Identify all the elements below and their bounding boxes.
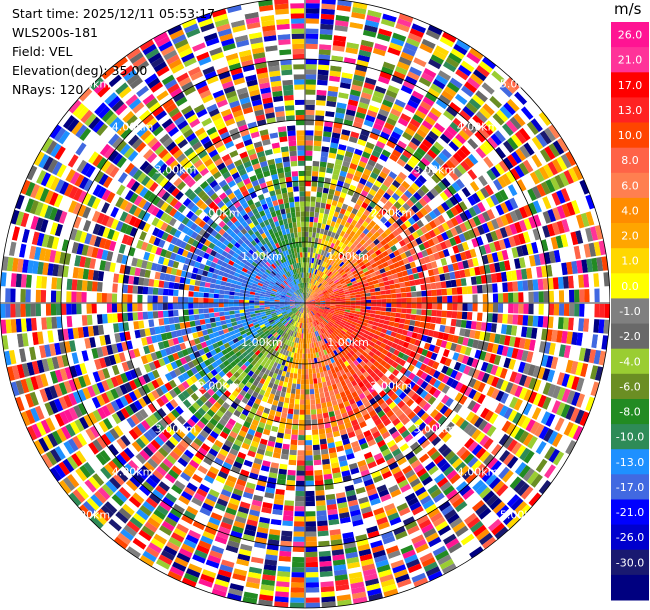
range-ring-label: 2.00km	[371, 379, 413, 392]
range-ring-labels: 1.00km 1.00km 1.00km 1.00km 2.00km 2.00km 2.00…	[69, 77, 542, 521]
range-ring-label: 3.00km	[414, 422, 456, 435]
nrays-label: NRays: 120	[12, 82, 84, 97]
range-ring-label: 5.00km	[500, 77, 542, 90]
colorbar-swatch	[611, 197, 649, 224]
colorbar-tick-label: -6.0	[619, 380, 640, 393]
range-ring-label: 3.00km	[155, 422, 197, 435]
colorbar-tick-label: -30.0	[616, 556, 644, 569]
range-ring-label: 1.00km	[241, 250, 283, 263]
range-ring-label: 2.00km	[371, 207, 413, 220]
colorbar-tick-label: -8.0	[619, 406, 640, 419]
start-time-label: Start time: 2025/12/11 05:53:17	[12, 6, 216, 21]
colorbar-swatch	[611, 524, 649, 551]
range-ring-label: 5.00km	[69, 509, 111, 522]
range-ring-label: 1.00km	[327, 250, 369, 263]
range-ring-label: 1.00km	[241, 336, 283, 349]
range-ring-label: 5.00km	[500, 509, 542, 522]
colorbar-swatch	[611, 273, 649, 299]
colorbar-swatch	[611, 223, 649, 249]
colorbar-tick-label: -13.0	[616, 456, 644, 469]
colorbar-tick-label: 4.0	[621, 205, 639, 218]
instrument-label: WLS200s-181	[12, 25, 98, 40]
range-ring-label: 4.00km	[112, 121, 154, 134]
range-ring-label: 2.00km	[198, 207, 240, 220]
colorbar-tick-label: 0.0	[621, 280, 639, 293]
colorbar-swatch	[611, 172, 649, 199]
radar-sectors	[0, 0, 610, 608]
colorbar-swatch	[611, 499, 649, 526]
colorbar-tick-label: -17.0	[616, 481, 644, 494]
colorbar-swatch	[611, 298, 649, 324]
colorbar-swatch	[611, 399, 649, 425]
ppi-plot: 1.00km 1.00km 1.00km 1.00km 2.00km 2.00km 2.00…	[0, 0, 610, 609]
range-ring-label: 1.00km	[327, 336, 369, 349]
colorbar-tick-label: -26.0	[616, 531, 644, 544]
range-ring-label: 4.00km	[457, 121, 499, 134]
colorbar-tick-label: 10.0	[618, 129, 643, 142]
colorbar-tick-label: 17.0	[618, 79, 643, 92]
colorbar-tick-label: -21.0	[616, 506, 644, 519]
colorbar-tick-label: 21.0	[618, 54, 643, 67]
colorbar-swatch	[611, 424, 649, 450]
colorbar-tick-label: -1.0	[619, 305, 640, 318]
colorbar-swatch	[611, 22, 649, 48]
colorbar-swatch	[611, 97, 649, 123]
colorbar-swatch	[611, 449, 649, 475]
range-rings	[0, 0, 610, 609]
colorbar-tick-label: 2.0	[621, 230, 639, 243]
colorbar-tick-label: -4.0	[619, 355, 640, 368]
colorbar-tick-label: 13.0	[618, 104, 643, 117]
colorbar-swatch	[611, 248, 649, 274]
colorbar-tick-label: 26.0	[618, 29, 643, 42]
range-ring-label: 5.00km	[69, 77, 111, 90]
range-ring-label: 3.00km	[155, 164, 197, 177]
colorbar-swatch	[611, 147, 649, 174]
colorbar-tick-label: -10.0	[616, 431, 644, 444]
colorbar-swatch	[611, 474, 649, 500]
colorbar-swatch	[611, 72, 649, 98]
colorbar-tick-label: 6.0	[621, 179, 639, 192]
colorbar-swatch	[611, 574, 649, 601]
range-ring-label: 4.00km	[457, 466, 499, 479]
elevation-label: Elevation(deg): 35.00	[12, 63, 148, 78]
colorbar-tick-label: 8.0	[621, 154, 639, 167]
range-ring-label: 3.00km	[414, 164, 456, 177]
range-ring-label: 4.00km	[112, 466, 154, 479]
colorbar-swatch	[611, 348, 649, 375]
field-label: Field: VEL	[12, 44, 73, 59]
colorbar-swatch	[611, 549, 649, 576]
colorbar-swatch	[611, 373, 649, 400]
colorbar-swatch	[611, 323, 649, 350]
colorbar-swatch	[611, 122, 649, 149]
range-ring-label: 2.00km	[198, 379, 240, 392]
colorbar-tick-label: 1.0	[621, 255, 639, 268]
colorbar-tick-label: -2.0	[619, 330, 640, 343]
colorbar-swatch	[611, 47, 649, 73]
colorbar-unit: m/s	[614, 0, 642, 18]
